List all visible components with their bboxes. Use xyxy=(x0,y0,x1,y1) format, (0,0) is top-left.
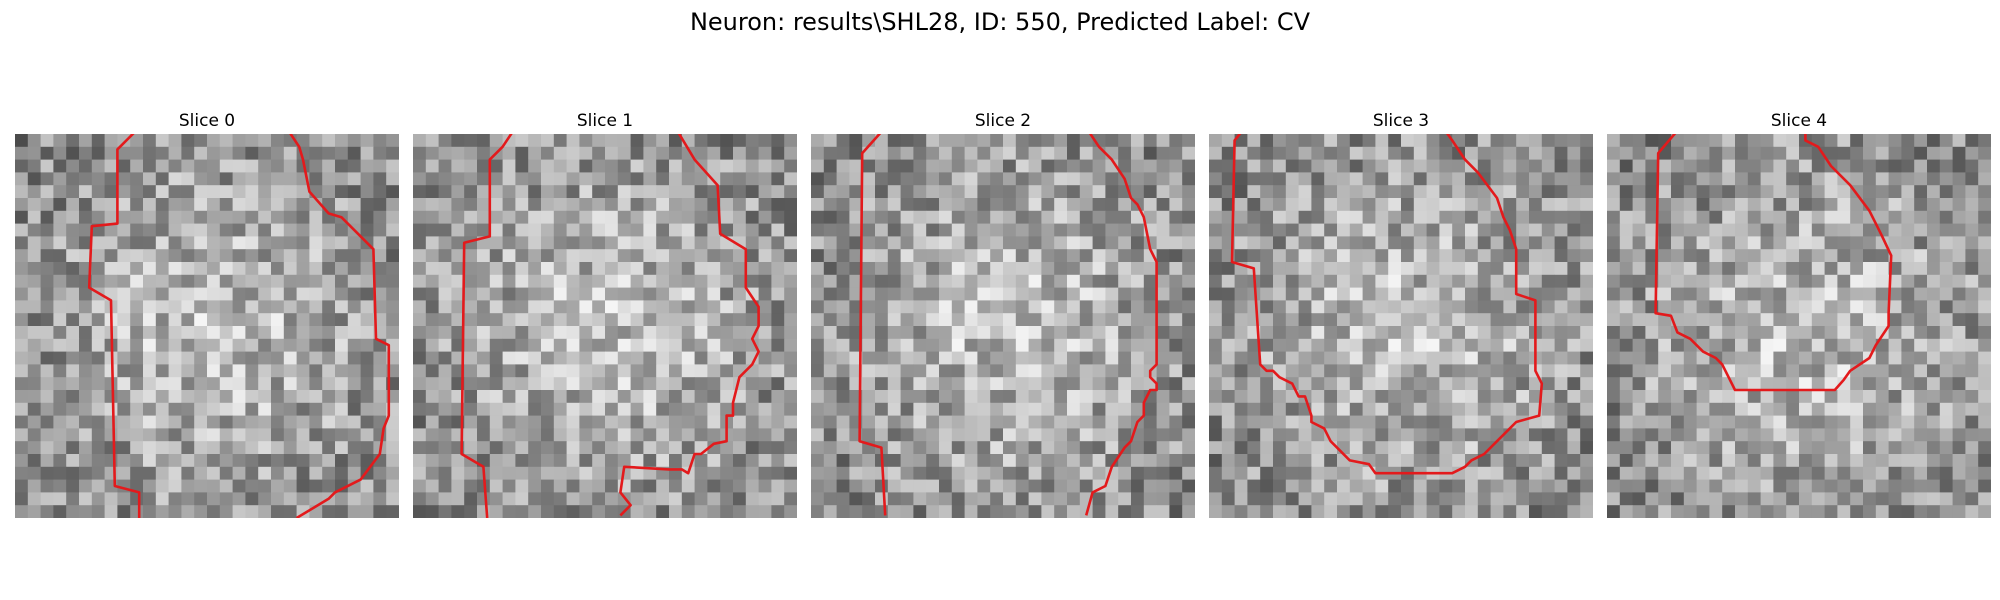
contour-line xyxy=(87,134,141,518)
contour-line xyxy=(1230,134,1544,475)
contour-line xyxy=(1654,134,1893,392)
slice-panel-2: Slice 2 xyxy=(811,108,1195,518)
slice-title-2: Slice 2 xyxy=(974,111,1032,131)
slice-image-3 xyxy=(1209,134,1593,518)
slice-image-4 xyxy=(1607,134,1991,518)
slice-panel-4: Slice 4 xyxy=(1607,108,1991,518)
slice-panel-1: Slice 1 xyxy=(413,108,797,518)
contour-line xyxy=(1084,134,1158,516)
pixel-grid xyxy=(1607,134,1991,518)
slice-title-4: Slice 4 xyxy=(1770,111,1828,131)
contour-line xyxy=(619,134,760,517)
slice-image-1 xyxy=(413,134,797,518)
slice-title-0: Slice 0 xyxy=(178,111,236,131)
pixel-grid xyxy=(811,134,1195,518)
slice-panel-3: Slice 3 xyxy=(1209,108,1593,518)
pixel-grid xyxy=(413,134,797,518)
slice-image-2 xyxy=(811,134,1195,518)
figure-title: Neuron: results\SHL28, ID: 550, Predicte… xyxy=(689,8,1311,36)
slice-panel-0: Slice 0 xyxy=(15,108,399,518)
pixel-grid xyxy=(1209,134,1593,518)
contour-line xyxy=(289,134,391,518)
slice-title-1: Slice 1 xyxy=(576,111,634,131)
contour-line xyxy=(858,134,887,516)
slice-title-3: Slice 3 xyxy=(1372,111,1430,131)
pixel-grid xyxy=(15,134,399,518)
slice-image-0 xyxy=(15,134,399,518)
contour-line xyxy=(460,134,513,518)
